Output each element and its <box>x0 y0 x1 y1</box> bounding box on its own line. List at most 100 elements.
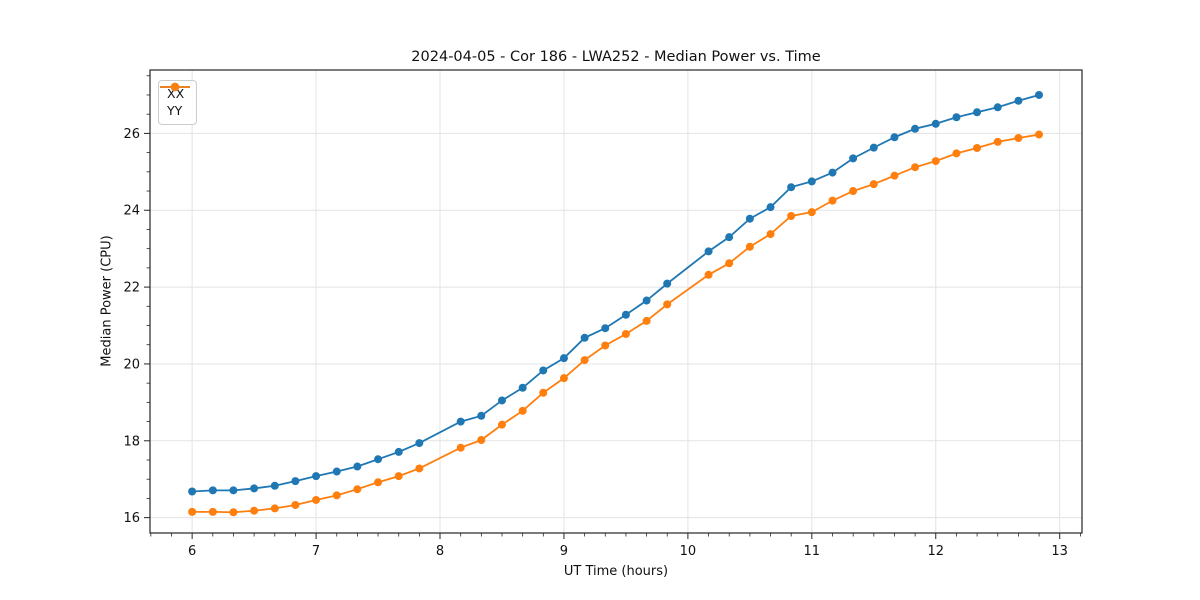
data-point-XX <box>663 279 672 288</box>
data-point-YY <box>1014 134 1023 143</box>
x-tick-label: 8 <box>436 544 444 559</box>
data-point-XX <box>497 396 506 405</box>
data-point-YY <box>518 406 527 415</box>
data-point-XX <box>374 455 383 464</box>
y-tick-label: 22 <box>123 281 140 296</box>
data-point-XX <box>911 124 920 133</box>
data-point-XX <box>766 203 775 212</box>
data-point-XX <box>291 477 300 486</box>
y-axis-label: Median Power (CPU) <box>99 235 115 367</box>
data-point-XX <box>869 143 878 152</box>
legend-marker-YY <box>160 82 190 92</box>
data-point-YY <box>332 491 341 500</box>
series-line-XX <box>192 94 1040 493</box>
data-point-XX <box>580 333 589 342</box>
data-point-YY <box>973 143 982 152</box>
data-point-XX <box>745 214 754 223</box>
x-axis-label: UT Time (hours) <box>563 564 669 579</box>
y-tick-label: 20 <box>123 357 140 372</box>
axes-border <box>149 69 1083 534</box>
data-point-XX <box>993 103 1002 112</box>
data-point-YY <box>745 242 754 251</box>
data-point-XX <box>1034 90 1043 99</box>
data-point-XX <box>518 383 527 392</box>
data-point-XX <box>931 119 940 128</box>
x-tick-label: 7 <box>312 544 320 559</box>
data-point-XX <box>270 481 279 490</box>
data-point-XX <box>973 108 982 117</box>
x-tick-label: 12 <box>927 544 944 559</box>
y-tick-label: 18 <box>123 434 140 449</box>
y-tick-label: 24 <box>123 204 140 219</box>
legend: XX YY <box>158 80 198 125</box>
data-point-XX <box>332 467 341 476</box>
data-point-XX <box>725 233 734 242</box>
data-point-YY <box>704 270 713 279</box>
data-point-YY <box>250 506 259 515</box>
x-tick-label: 9 <box>560 544 568 559</box>
data-point-YY <box>580 356 589 365</box>
data-point-YY <box>188 507 197 516</box>
data-point-YY <box>208 507 217 516</box>
data-point-XX <box>559 354 568 363</box>
data-point-XX <box>415 439 424 448</box>
data-point-YY <box>497 420 506 429</box>
data-point-YY <box>931 157 940 166</box>
data-point-YY <box>312 495 321 504</box>
data-point-XX <box>353 462 362 471</box>
data-point-YY <box>1034 130 1043 139</box>
data-point-XX <box>312 472 321 481</box>
data-point-XX <box>621 310 630 319</box>
x-tick-label: 13 <box>1051 544 1068 559</box>
data-point-YY <box>828 196 837 205</box>
data-point-XX <box>539 366 548 375</box>
x-tick-label: 10 <box>680 544 697 559</box>
data-point-YY <box>229 508 238 517</box>
data-point-XX <box>601 324 610 333</box>
data-point-YY <box>270 504 279 513</box>
x-tick-label: 11 <box>804 544 821 559</box>
data-point-YY <box>539 388 548 397</box>
data-point-YY <box>911 163 920 172</box>
data-point-YY <box>952 149 961 158</box>
data-point-YY <box>394 472 403 481</box>
chart-title: 2024-04-05 - Cor 186 - LWA252 - Median P… <box>411 49 821 65</box>
data-point-XX <box>394 447 403 456</box>
data-point-XX <box>208 486 217 495</box>
data-point-XX <box>250 484 259 493</box>
y-tick-label: 26 <box>123 127 140 142</box>
data-point-YY <box>993 137 1002 146</box>
data-point-YY <box>353 485 362 494</box>
data-point-XX <box>188 487 197 496</box>
data-point-XX <box>477 411 486 420</box>
data-point-YY <box>642 316 651 325</box>
data-point-XX <box>456 417 465 426</box>
data-point-XX <box>849 154 858 163</box>
data-point-YY <box>807 208 816 217</box>
data-point-YY <box>663 300 672 309</box>
legend-item-YY: YY <box>160 82 190 118</box>
data-point-XX <box>807 177 816 186</box>
data-point-YY <box>766 230 775 239</box>
data-point-YY <box>291 500 300 509</box>
series-line-YY <box>192 133 1040 514</box>
data-point-YY <box>890 171 899 180</box>
data-point-YY <box>621 329 630 338</box>
data-point-YY <box>849 187 858 196</box>
legend-label-XX: XX <box>167 86 185 101</box>
y-tick-label: 16 <box>123 511 140 526</box>
data-point-XX <box>787 183 796 192</box>
data-point-YY <box>415 464 424 473</box>
data-point-XX <box>642 296 651 305</box>
data-point-XX <box>828 168 837 177</box>
data-point-XX <box>890 133 899 142</box>
data-point-YY <box>725 259 734 268</box>
data-point-YY <box>601 341 610 350</box>
x-tick-label: 6 <box>188 544 196 559</box>
data-point-XX <box>704 247 713 256</box>
data-point-YY <box>869 180 878 189</box>
data-point-XX <box>1014 96 1023 105</box>
data-point-XX <box>952 113 961 122</box>
